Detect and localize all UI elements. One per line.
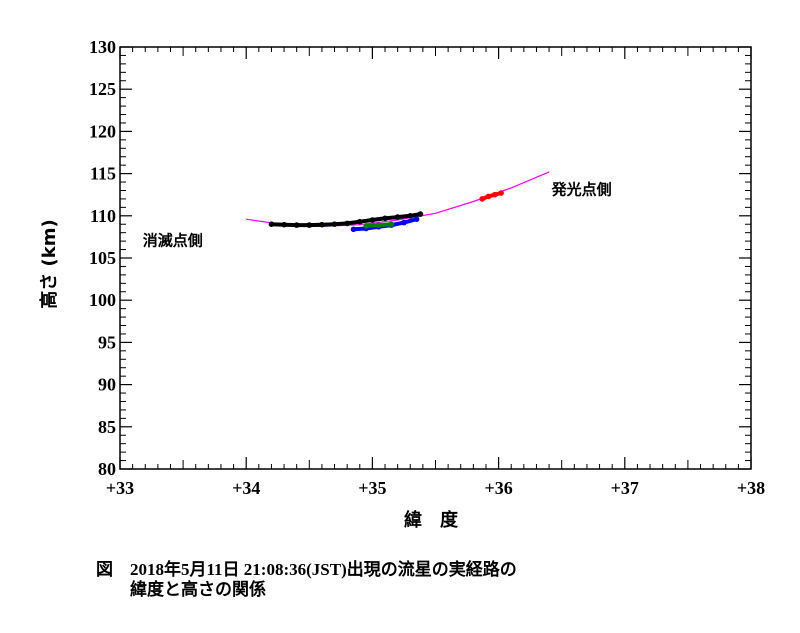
- data-point: [306, 222, 313, 228]
- data-point: [344, 220, 351, 227]
- x-tick-label: +34: [232, 478, 260, 498]
- x-tick-label: +38: [737, 478, 765, 498]
- data-point: [401, 219, 407, 226]
- y-tick-label: 85: [98, 417, 116, 437]
- caption-text-1: 2018年5月11日 21:08:36(JST)出現の流星の実経路の: [130, 560, 517, 579]
- y-tick-label: 80: [98, 459, 116, 479]
- caption-line-1: 図 2018年5月11日 21:08:36(JST)出現の流星の実経路の: [96, 560, 776, 580]
- x-tick-label: +36: [484, 478, 512, 498]
- data-point: [350, 226, 357, 233]
- x-tick-label: +37: [611, 478, 639, 498]
- data-point: [375, 222, 382, 228]
- data-point: [357, 218, 363, 225]
- figure-caption: 図 2018年5月11日 21:08:36(JST)出現の流星の実経路の 緯度と高…: [96, 560, 776, 600]
- data-point: [281, 221, 287, 228]
- caption-line-2: 緯度と高さの関係: [96, 580, 776, 600]
- data-point: [394, 214, 401, 220]
- plot-frame: [119, 46, 752, 470]
- data-point: [363, 223, 369, 229]
- data-point: [407, 213, 414, 219]
- data-point: [479, 196, 486, 202]
- y-tick-label: 100: [89, 290, 116, 310]
- plot-area: +33 +34 +35 +36 +37 +38 80 85 90 95 100 105 110 115 12…: [89, 37, 765, 498]
- point-cluster-band: [480, 191, 504, 201]
- caption-text-2: 緯度と高さの関係: [130, 580, 266, 599]
- data-point: [413, 216, 420, 222]
- chart: +33 +34 +35 +36 +37 +38 80 85 90 95 100 105 110 115 12…: [38, 37, 765, 531]
- y-tick-label: 115: [90, 164, 116, 184]
- data-point: [388, 221, 395, 227]
- data-point: [293, 222, 300, 228]
- data-point: [417, 211, 424, 217]
- data-point: [485, 193, 492, 200]
- x-tick-label: +33: [106, 478, 134, 498]
- annotation-label: 発光点側: [551, 181, 612, 199]
- y-tick-label: 105: [89, 248, 116, 268]
- data-point: [498, 190, 504, 196]
- y-tick-label: 120: [89, 121, 116, 141]
- caption-prefix: 図: [96, 560, 113, 579]
- y-tick-label: 130: [89, 37, 116, 57]
- data-point: [331, 221, 338, 227]
- x-tick-label: +35: [358, 478, 386, 498]
- data-point: [268, 221, 275, 227]
- y-tick-label: 110: [90, 206, 116, 226]
- data-point: [382, 215, 388, 222]
- y-tick-label: 90: [98, 375, 116, 395]
- y-axis-title: 高さ (km): [38, 219, 60, 308]
- data-point: [369, 217, 376, 223]
- y-tick-label: 95: [98, 332, 116, 352]
- x-axis-title: 緯 度: [404, 509, 459, 531]
- annotation-label: 消滅点側: [143, 231, 203, 249]
- data-point: [319, 221, 325, 228]
- y-tick-label: 125: [89, 79, 116, 99]
- data-point: [492, 191, 498, 198]
